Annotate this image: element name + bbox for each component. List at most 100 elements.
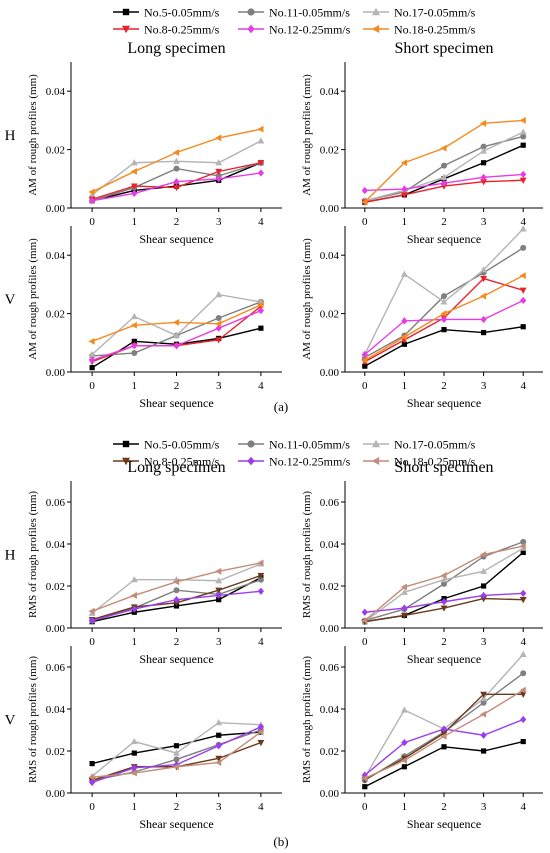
data-point (257, 301, 264, 309)
chart-panel: 0.00 0.02 0.04 0 1 2 3 4 Shear sequence AM of rou… (5, 40, 282, 246)
data-point (215, 324, 222, 332)
data-point (361, 356, 368, 364)
legend-label: No.11-0.05mm/s (269, 6, 350, 20)
x-tick-label: 1 (402, 636, 408, 648)
data-point (361, 774, 368, 782)
series-line (88, 728, 264, 781)
data-point (130, 312, 138, 320)
subplot-title: Long specimen (127, 459, 225, 476)
x-tick-label: 0 (89, 216, 95, 228)
x-tick-label: 4 (258, 801, 264, 813)
x-axis-label: Shear sequence (139, 232, 213, 246)
legend-marker (371, 25, 380, 33)
x-axis-label: Shear sequence (407, 396, 481, 410)
data-point (172, 578, 180, 586)
data-point (257, 307, 264, 315)
data-point (89, 761, 95, 767)
data-point (173, 756, 180, 763)
y-tick-label: 0.06 (320, 497, 340, 509)
data-point (440, 598, 448, 606)
legend-entry: No.12-0.25mm/s (238, 455, 351, 469)
data-point (401, 739, 408, 747)
y-tick-label: 0.04 (320, 704, 340, 716)
data-point (480, 699, 487, 706)
data-point (215, 159, 223, 166)
legend-entry: No.18-0.25mm/s (363, 23, 476, 37)
x-tick-label: 3 (481, 636, 487, 648)
legend-label: No.8-0.25mm/s (144, 23, 220, 37)
x-tick-label: 3 (216, 801, 222, 813)
series-line (88, 559, 264, 615)
x-tick-label: 2 (441, 380, 447, 392)
data-point (440, 179, 448, 187)
data-point (131, 338, 137, 344)
legend-label: No.18-0.25mm/s (394, 23, 476, 37)
legend-marker (122, 8, 130, 16)
series-line (89, 298, 264, 359)
legend-label: No.8-0.25mm/s (144, 455, 220, 469)
data-point (131, 605, 138, 613)
subplot-title: Long specimen (127, 40, 225, 57)
data-point (89, 778, 96, 787)
data-point (215, 337, 223, 344)
data-point (215, 755, 223, 762)
data-point (401, 270, 408, 277)
legend-label: No.5-0.05mm/s (144, 6, 220, 20)
legend-label: No.11-0.05mm/s (269, 438, 350, 452)
data-point (257, 160, 265, 167)
legend-marker (247, 440, 255, 448)
y-tick-label: 0.02 (320, 309, 339, 321)
legend-marker (247, 8, 255, 16)
y-axis-label: RMS of rough profiles (mm) (27, 656, 39, 783)
data-point (361, 617, 368, 625)
y-tick-label: 0.04 (320, 86, 340, 98)
x-tick-label: 1 (132, 801, 138, 813)
data-point (401, 764, 407, 770)
legend-entry: No.17-0.05mm/s (363, 6, 476, 20)
data-point (216, 597, 222, 603)
data-point (480, 691, 487, 698)
y-axis-label: RMS of rough profiles (mm) (301, 656, 313, 783)
x-tick-label: 4 (258, 380, 264, 392)
x-tick-label: 1 (132, 380, 138, 392)
y-tick-label: 0.04 (46, 86, 66, 98)
caption-a: (a) (274, 399, 288, 414)
data-point (130, 576, 138, 583)
x-axis-label: Shear sequence (407, 652, 481, 666)
data-point (480, 292, 487, 300)
y-tick-label: 0.02 (320, 581, 339, 593)
data-point (257, 728, 264, 736)
data-point (257, 169, 264, 177)
legend-a: No.5-0.05mm/s No.11-0.05mm/s No.17-0.05mm/… (113, 6, 476, 37)
data-point (441, 327, 447, 333)
data-point (173, 600, 180, 607)
data-point (131, 750, 137, 756)
data-point (401, 317, 408, 325)
data-point (215, 320, 222, 328)
y-tick-label: 0.06 (320, 662, 340, 674)
row-label: H (5, 128, 16, 144)
data-point (257, 576, 264, 583)
chart-panel: 0.00 0.02 0.04 0.06 0 1 2 3 4 Shear sequence RMS o… (5, 646, 282, 831)
data-point (520, 296, 527, 305)
legend-marker (372, 439, 380, 448)
data-point (440, 173, 448, 180)
data-point (401, 588, 408, 595)
row-label: V (5, 292, 16, 308)
data-point (361, 186, 368, 195)
data-point (362, 784, 368, 790)
series-line (361, 650, 527, 780)
data-point (441, 162, 447, 169)
series-path (364, 144, 524, 203)
y-tick-label: 0.04 (46, 539, 66, 551)
subplot-title: Short specimen (394, 459, 493, 476)
x-tick-label: 2 (174, 380, 180, 392)
data-point (89, 197, 96, 205)
series-line (88, 125, 264, 196)
series-line (361, 133, 527, 204)
x-tick-label: 4 (520, 216, 526, 228)
y-axis-label: RMS of rough profiles (mm) (301, 491, 313, 618)
data-point (130, 183, 138, 190)
data-point (519, 542, 526, 550)
data-point (215, 587, 223, 594)
